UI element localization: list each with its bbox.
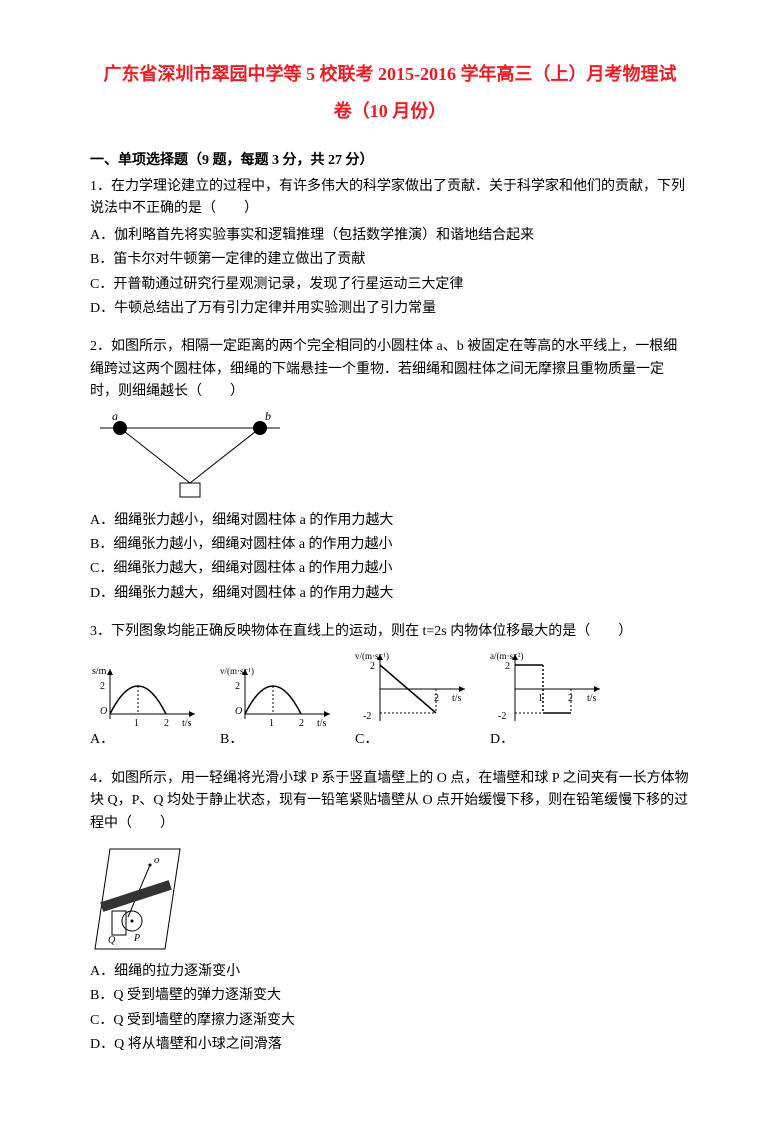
q3c-y2: 2 — [370, 661, 375, 672]
q2-option-d: D．细绳张力越大，细绳对圆柱体 a 的作用力越大 — [90, 583, 690, 605]
q2-option-c: C．细绳张力越大，细绳对圆柱体 a 的作用力越小 — [90, 558, 690, 580]
section-header: 一、单项选择题（9 题，每题 3 分，共 27 分） — [90, 150, 690, 172]
q4-option-c: C．Q 受到墙壁的摩擦力逐渐变大 — [90, 1010, 690, 1032]
q3b-y2: 2 — [235, 681, 240, 692]
label-a: a — [112, 409, 118, 423]
q3a-x1: 1 — [134, 718, 139, 729]
q4-label-q: Q — [108, 935, 116, 946]
q3-graph-a: s/m t/s 2 1 2 O — [90, 664, 200, 729]
exam-title-line2: 卷（10 月份） — [90, 97, 690, 126]
q1-option-d: D．牛顿总结出了万有引力定律并用实验测出了引力常量 — [90, 298, 690, 320]
q3a-xlabel: t/s — [182, 718, 192, 729]
q1-option-c: C．开普勒通过研究行星观测记录，发现了行星运动三大定律 — [90, 274, 690, 296]
q3-label-a: A． — [90, 732, 114, 747]
q4-option-b: B．Q 受到墙壁的弹力逐渐变大 — [90, 985, 690, 1007]
q2-option-a: A．细绳张力越小，细绳对圆柱体 a 的作用力越大 — [90, 510, 690, 532]
q4-stem: 4．如图所示，用一轻绳将光滑小球 P 系于竖直墙壁上的 O 点，在墙壁和球 P … — [90, 768, 690, 835]
q3c-yn2: -2 — [363, 711, 371, 722]
label-b: b — [265, 409, 271, 423]
q3-graph-b-wrap: v/(m·s⁻¹) t/s 2 1 2 O B． — [220, 664, 335, 751]
q3c-xlabel: t/s — [452, 693, 462, 704]
q3d-xlabel: t/s — [587, 693, 597, 704]
q3-graph-b: v/(m·s⁻¹) t/s 2 1 2 O — [220, 664, 335, 729]
q4-option-d: D．Q 将从墙壁和小球之间滑落 — [90, 1034, 690, 1056]
q2-stem: 2．如图所示，相隔一定距离的两个完全相同的小圆柱体 a、b 被固定在等高的水平线… — [90, 336, 690, 403]
q3b-xlabel: t/s — [317, 718, 327, 729]
q4-label-o: o — [154, 854, 160, 866]
q1-stem: 1．在力学理论建立的过程中，有许多伟大的科学家做出了贡献．关于科学家和他们的贡献… — [90, 176, 690, 221]
question-4: 4．如图所示，用一轻绳将光滑小球 P 系于竖直墙壁上的 O 点，在墙壁和球 P … — [90, 768, 690, 1057]
q3-graph-d-wrap: a/(m·s⁻²) t/s 2 -2 1 2 D． — [490, 649, 605, 751]
q3-graph-c: v/(m·s⁻¹) t/s 2 -2 2 — [355, 649, 470, 729]
q3-label-d: D． — [490, 732, 514, 747]
question-2: 2．如图所示，相隔一定距离的两个完全相同的小圆柱体 a、b 被固定在等高的水平线… — [90, 336, 690, 605]
q3a-x2: 2 — [164, 718, 169, 729]
q3-graph-a-wrap: s/m t/s 2 1 2 O A． — [90, 664, 200, 751]
q2-figure: a b — [90, 408, 290, 508]
q3-graph-c-wrap: v/(m·s⁻¹) t/s 2 -2 2 C． — [355, 649, 470, 751]
q3-figures: s/m t/s 2 1 2 O A． v/(m·s⁻¹) t/s 2 1 — [90, 649, 690, 751]
q3b-x2: 2 — [299, 718, 304, 729]
q3-stem: 3．下列图象均能正确反映物体在直线上的运动，则在 t=2s 内物体位移最大的是（… — [90, 621, 690, 643]
q3a-ylabel: s/m — [92, 666, 107, 677]
q3-graph-d: a/(m·s⁻²) t/s 2 -2 1 2 — [490, 649, 605, 729]
q3-label-c: C． — [355, 732, 378, 747]
q4-label-p: P — [133, 933, 140, 944]
q2-option-b: B．细绳张力越小，细绳对圆柱体 a 的作用力越小 — [90, 534, 690, 556]
q3c-ylabel: v/(m·s⁻¹) — [355, 651, 389, 661]
q1-option-b: B．笛卡尔对牛顿第一定律的建立做出了贡献 — [90, 249, 690, 271]
q3-label-b: B． — [220, 732, 243, 747]
q3d-yn2: -2 — [498, 711, 506, 722]
q4-figure: o Q P — [90, 839, 200, 959]
q4-option-a: A．细绳的拉力逐渐变小 — [90, 961, 690, 983]
exam-title-line1: 广东省深圳市翠园中学等 5 校联考 2015-2016 学年高三（上）月考物理试 — [90, 60, 690, 89]
q1-option-a: A．伽利略首先将实验事实和逻辑推理（包括数学推演）和谐地结合起来 — [90, 225, 690, 247]
q3b-origin: O — [235, 706, 242, 717]
question-1: 1．在力学理论建立的过程中，有许多伟大的科学家做出了贡献．关于科学家和他们的贡献… — [90, 176, 690, 320]
q3d-y2: 2 — [505, 661, 510, 672]
question-3: 3．下列图象均能正确反映物体在直线上的运动，则在 t=2s 内物体位移最大的是（… — [90, 621, 690, 752]
q3b-ylabel: v/(m·s⁻¹) — [220, 666, 254, 676]
q3a-origin: O — [100, 706, 107, 717]
q3a-y2: 2 — [100, 681, 105, 692]
q3d-ylabel: a/(m·s⁻²) — [490, 651, 523, 661]
q3b-x1: 1 — [269, 718, 274, 729]
